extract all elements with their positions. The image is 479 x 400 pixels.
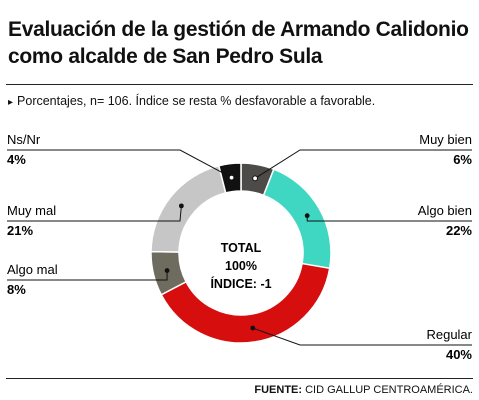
leader-lines <box>7 149 472 346</box>
center-index: ÍNDICE: -1 <box>210 276 271 291</box>
value-algo-bien: 22% <box>446 223 472 238</box>
dot-algo-mal <box>164 268 170 273</box>
leader-algo-mal <box>7 270 168 281</box>
dot-algo-bien <box>304 213 310 219</box>
center-label: TOTAL 100% ÍNDICE: -1 <box>210 241 271 291</box>
top-divider <box>6 84 473 85</box>
slice-algo-bien <box>262 168 332 270</box>
chart-title: Evaluación de la gestión de Armando Cali… <box>8 18 469 68</box>
source-note: FUENTE: CID GALLUP CENTROAMÉRICA. <box>254 384 473 396</box>
slice-regular <box>160 262 331 344</box>
value-algo-mal: 8% <box>7 282 26 297</box>
dot-muy-bien <box>252 175 259 182</box>
source-label: FUENTE: <box>254 384 303 396</box>
subtitle-marker: ▸ <box>8 97 14 108</box>
center-percent: 100% <box>225 259 257 273</box>
slice-labels: Muy bien 6% Algo bien 22% Regular 40% Algo mal… <box>7 132 473 362</box>
dot-regular <box>250 325 256 331</box>
bottom-divider <box>6 378 473 379</box>
label-algo-bien: Algo bien <box>418 203 472 218</box>
center-total: TOTAL <box>221 241 262 255</box>
value-regular: 40% <box>446 347 472 362</box>
label-regular: Regular <box>426 327 472 342</box>
leader-muy-mal <box>7 205 182 222</box>
donut-chart: Muy bien 6% Algo bien 22% Regular 40% Algo mal… <box>7 132 473 362</box>
label-muy-bien: Muy bien <box>419 132 472 147</box>
chart-subtitle: ▸ Porcentajes, n= 106. Índice se resta % … <box>8 94 375 108</box>
label-algo-mal: Algo mal <box>7 262 58 277</box>
slice-muy-mal <box>150 164 227 253</box>
dot-muy-mal <box>178 203 184 209</box>
dot-ns-nr <box>228 174 235 181</box>
subtitle-text: Porcentajes, n= 106. Índice se resta % d… <box>17 94 376 108</box>
value-muy-bien: 6% <box>453 152 472 167</box>
leader-muy-bien <box>254 149 472 179</box>
value-muy-mal: 21% <box>7 223 33 238</box>
value-ns-nr: 4% <box>7 152 26 167</box>
leader-ns-nr <box>7 149 232 179</box>
leader-regular <box>252 327 472 346</box>
label-ns-nr: Ns/Nr <box>7 132 41 147</box>
label-muy-mal: Muy mal <box>7 203 56 218</box>
source-text: CID GALLUP CENTROAMÉRICA. <box>302 384 473 396</box>
